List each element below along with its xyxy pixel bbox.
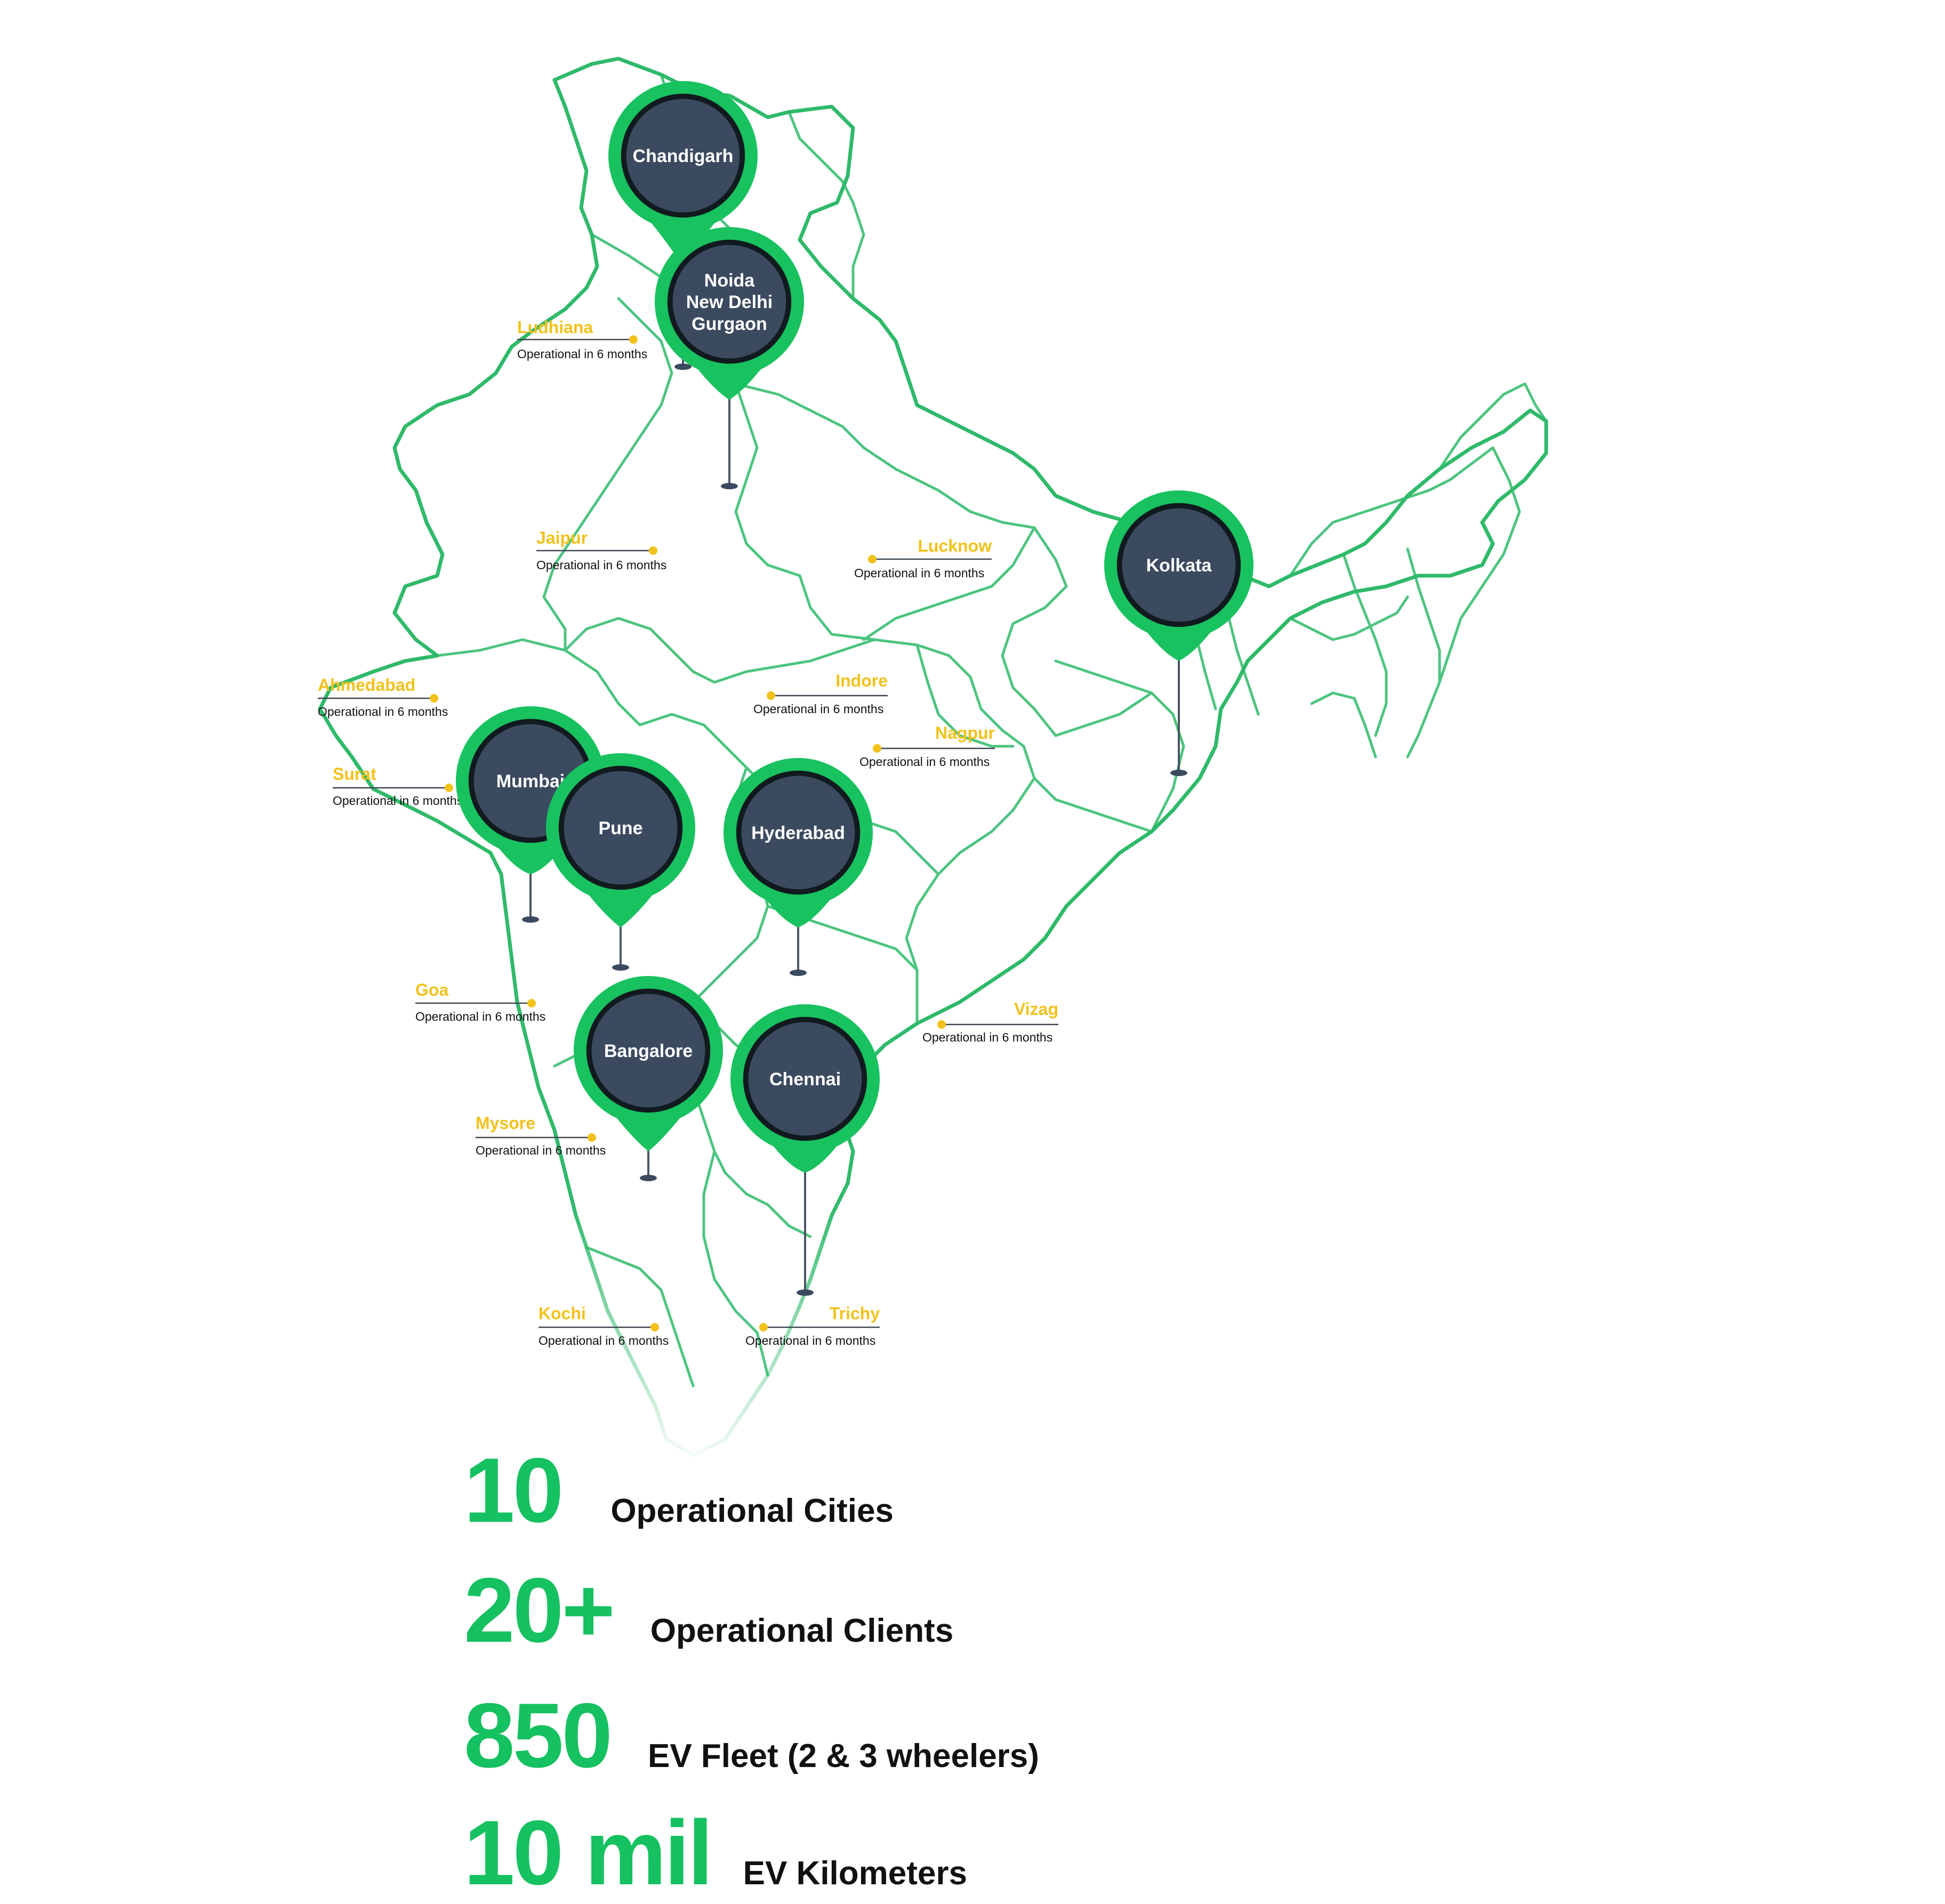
stat-label: EV Kilometers (743, 1855, 968, 1892)
upcoming-mysore[interactable]: Mysore Operational in 6 months (476, 1114, 606, 1157)
pin-label: Chandigarh (633, 146, 734, 166)
upcoming-name: Vizag (1014, 999, 1058, 1019)
pin-base (1170, 770, 1187, 776)
stat-value: 850 (464, 1684, 613, 1787)
pin-label: New Delhi (686, 292, 773, 312)
upcoming-dot (430, 694, 438, 703)
pin-label: Kolkata (1146, 555, 1212, 576)
pin-label: Mumbai (496, 771, 565, 792)
pin-bangalore[interactable]: Bangalore (574, 976, 724, 1181)
upcoming-dot (649, 546, 657, 555)
pin-label: Bangalore (604, 1041, 693, 1061)
upcoming-dot (759, 1323, 768, 1332)
upcoming-status: Operational in 6 months (745, 1334, 875, 1348)
upcoming-nagpur[interactable]: Nagpur Operational in 6 months (859, 723, 995, 769)
upcoming-name: Mysore (476, 1114, 535, 1133)
upcoming-status: Operational in 6 months (517, 347, 647, 361)
pin-base (522, 916, 539, 923)
stat-label: EV Fleet (2 & 3 wheelers) (647, 1738, 1039, 1774)
upcoming-dot (445, 784, 453, 792)
upcoming-name: Ludhiana (517, 318, 593, 337)
upcoming-status: Operational in 6 months (753, 702, 883, 716)
upcoming-jaipur[interactable]: Jaipur Operational in 6 months (536, 528, 666, 572)
upcoming-name: Jaipur (536, 528, 588, 547)
upcoming-name: Ahmedabad (318, 675, 415, 695)
pin-base (612, 964, 629, 971)
upcoming-ahmedabad[interactable]: Ahmedabad Operational in 6 months (318, 675, 448, 719)
upcoming-status: Operational in 6 months (539, 1334, 669, 1348)
upcoming-dot (767, 691, 775, 700)
upcoming-markers: Ludhiana Operational in 6 months Jaipur Ope… (318, 318, 1058, 1348)
upcoming-dot (937, 1020, 946, 1029)
upcoming-name: Trichy (830, 1304, 880, 1323)
upcoming-status: Operational in 6 months (415, 1010, 545, 1023)
upcoming-dot (527, 999, 536, 1007)
pin-face (741, 776, 855, 890)
upcoming-goa[interactable]: Goa Operational in 6 months (415, 980, 545, 1023)
stat-fleet: 850 EV Fleet (2 & 3 wheelers) (464, 1690, 1039, 1781)
pin-face (748, 1022, 862, 1136)
pin-face (672, 245, 786, 359)
pin-face (626, 99, 740, 213)
upcoming-kochi[interactable]: Kochi Operational in 6 months (539, 1304, 669, 1348)
pin-label: Hyderabad (751, 823, 845, 843)
pin-kolkata[interactable]: Kolkata (1104, 490, 1254, 776)
upcoming-dot (873, 744, 881, 753)
pin-hyderabad[interactable]: Hyderabad (724, 758, 873, 976)
upcoming-name: Indore (835, 671, 888, 690)
stat-label: Operational Clients (650, 1612, 954, 1649)
stat-kilometers: 10 mil EV Kilometers (464, 1807, 967, 1899)
upcoming-ludhiana[interactable]: Ludhiana Operational in 6 months (517, 318, 647, 361)
upcoming-name: Goa (415, 980, 448, 999)
india-map: Ludhiana Operational in 6 months Jaipur Ope… (318, 57, 1548, 1457)
stat-value: 20+ (464, 1559, 615, 1661)
stat-value: 10 (464, 1439, 564, 1542)
pin-face (564, 771, 678, 885)
upcoming-name: Lucknow (918, 536, 992, 555)
upcoming-status: Operational in 6 months (859, 755, 990, 769)
pin-label: Pune (598, 818, 642, 838)
upcoming-dot (868, 555, 877, 563)
pin-pune[interactable]: Pune (546, 753, 695, 971)
upcoming-status: Operational in 6 months (922, 1030, 1052, 1044)
pin-base (640, 1175, 657, 1181)
pin-face (591, 994, 705, 1108)
stat-value: 10 mil (464, 1802, 713, 1904)
pin-base (674, 364, 692, 370)
northeast-borders (1289, 382, 1548, 759)
stat-label: Operational Cities (610, 1492, 894, 1529)
upcoming-dot (588, 1133, 596, 1142)
upcoming-lucknow[interactable]: Lucknow Operational in 6 months (854, 536, 992, 580)
pin-label: Chennai (769, 1069, 841, 1090)
upcoming-name: Nagpur (935, 723, 995, 743)
pin-base (721, 483, 738, 489)
upcoming-status: Operational in 6 months (476, 1143, 606, 1157)
upcoming-name: Kochi (539, 1304, 586, 1323)
pin-base (797, 1289, 814, 1296)
pin-face (1122, 508, 1236, 622)
pin-base (790, 970, 807, 976)
stat-cities: 10 Operational Cities (464, 1445, 894, 1536)
upcoming-status: Operational in 6 months (333, 794, 463, 808)
upcoming-status: Operational in 6 months (318, 705, 448, 719)
mainland-outline (318, 57, 1548, 1457)
upcoming-status: Operational in 6 months (536, 558, 666, 572)
pin-label: Noida (704, 270, 756, 291)
upcoming-trichy[interactable]: Trichy Operational in 6 months (745, 1304, 880, 1348)
stat-clients: 20+ Operational Clients (464, 1564, 953, 1656)
upcoming-name: Surat (333, 764, 376, 784)
upcoming-dot (629, 335, 638, 344)
pin-label: Gurgaon (692, 314, 767, 334)
upcoming-indore[interactable]: Indore Operational in 6 months (753, 671, 888, 716)
upcoming-vizag[interactable]: Vizag Operational in 6 months (922, 999, 1058, 1044)
upcoming-dot (650, 1323, 659, 1332)
upcoming-surat[interactable]: Surat Operational in 6 months (333, 764, 463, 808)
upcoming-status: Operational in 6 months (854, 566, 984, 580)
pin-chennai[interactable]: Chennai (730, 1004, 880, 1296)
